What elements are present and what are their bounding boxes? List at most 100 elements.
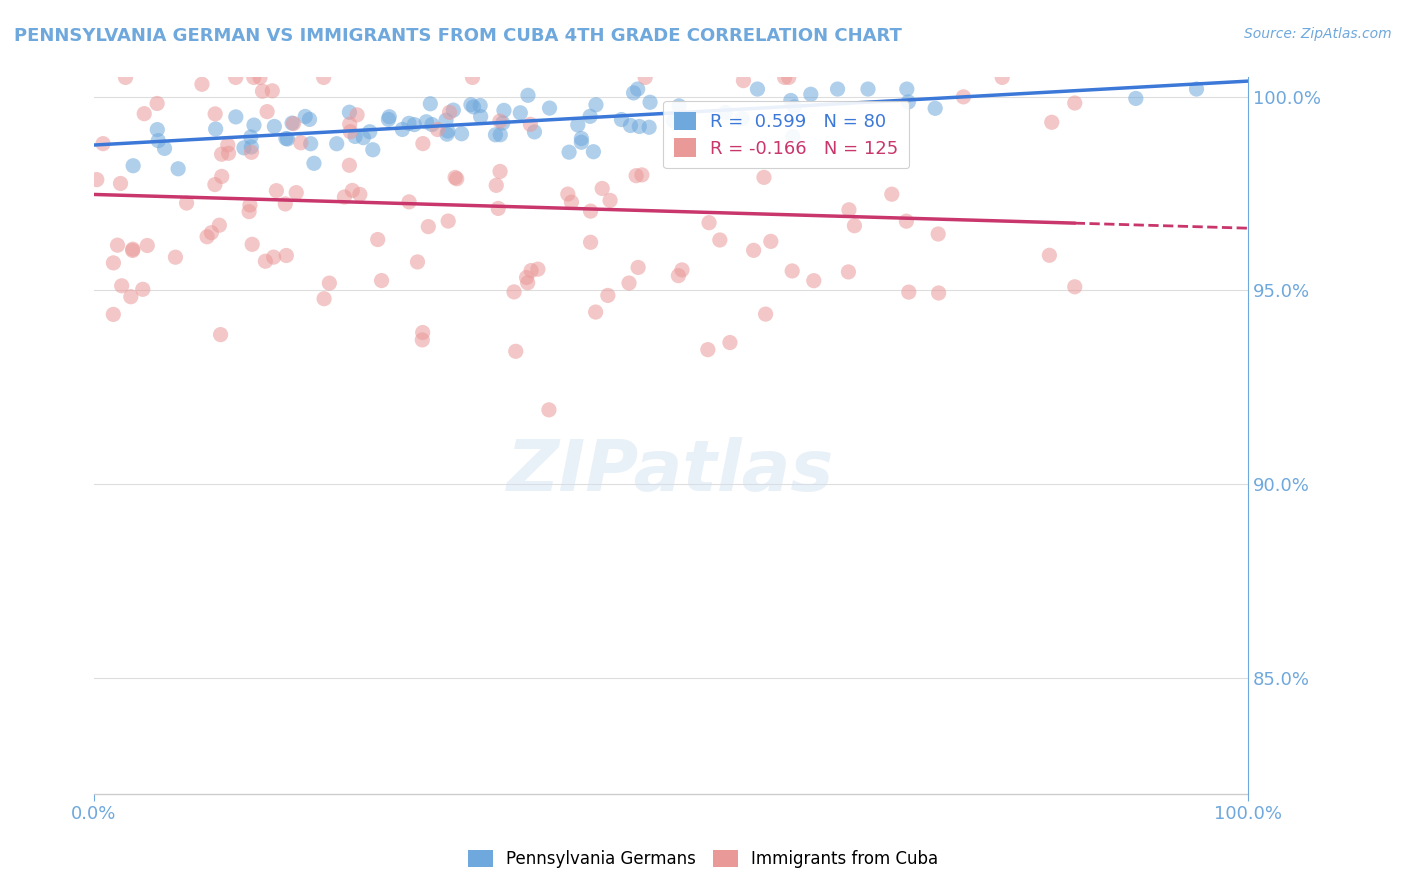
Immigrants from Cuba — [411, 333, 433, 347]
Immigrants from Cuba — [195, 229, 218, 244]
Immigrants from Cuba — [486, 202, 509, 216]
Immigrants from Cuba — [211, 147, 233, 161]
Pennsylvania Germans — [294, 110, 316, 124]
Pennsylvania Germans — [153, 141, 176, 155]
Immigrants from Cuba — [412, 326, 434, 340]
Pennsylvania Germans — [492, 116, 515, 130]
Pennsylvania Germans — [378, 110, 401, 124]
Pennsylvania Germans — [582, 145, 605, 159]
Pennsylvania Germans — [470, 110, 492, 124]
Immigrants from Cuba — [426, 122, 449, 136]
Pennsylvania Germans — [569, 135, 592, 149]
Pennsylvania Germans — [239, 130, 262, 145]
Immigrants from Cuba — [444, 170, 467, 185]
Pennsylvania Germans — [567, 118, 589, 132]
Pennsylvania Germans — [243, 118, 266, 132]
Immigrants from Cuba — [249, 70, 271, 85]
Immigrants from Cuba — [412, 136, 434, 151]
Pennsylvania Germans — [569, 131, 592, 145]
Immigrants from Cuba — [238, 204, 260, 219]
Immigrants from Cuba — [398, 194, 420, 209]
Immigrants from Cuba — [239, 198, 262, 212]
Immigrants from Cuba — [121, 242, 143, 256]
Immigrants from Cuba — [209, 327, 232, 342]
Immigrants from Cuba — [591, 181, 613, 195]
Immigrants from Cuba — [134, 106, 156, 120]
Immigrants from Cuba — [240, 237, 263, 252]
Immigrants from Cuba — [176, 196, 198, 211]
Immigrants from Cuba — [928, 285, 950, 300]
Immigrants from Cuba — [579, 235, 602, 250]
Immigrants from Cuba — [778, 70, 800, 85]
Immigrants from Cuba — [579, 204, 602, 219]
Immigrants from Cuba — [240, 145, 263, 160]
Immigrants from Cuba — [312, 70, 335, 85]
Immigrants from Cuba — [718, 335, 741, 350]
Immigrants from Cuba — [262, 84, 284, 98]
Pennsylvania Germans — [619, 119, 641, 133]
Immigrants from Cuba — [461, 70, 484, 85]
Pennsylvania Germans — [470, 98, 492, 112]
Pennsylvania Germans — [361, 143, 384, 157]
Immigrants from Cuba — [191, 77, 214, 91]
Pennsylvania Germans — [489, 128, 512, 142]
Immigrants from Cuba — [283, 117, 305, 131]
Legend: R =  0.599   N = 80, R = -0.166   N = 125: R = 0.599 N = 80, R = -0.166 N = 125 — [664, 101, 910, 169]
Pennsylvania Germans — [225, 110, 247, 124]
Immigrants from Cuba — [91, 136, 114, 151]
Pennsylvania Germans — [731, 112, 754, 126]
Immigrants from Cuba — [208, 218, 231, 232]
Immigrants from Cuba — [617, 276, 640, 290]
Immigrants from Cuba — [290, 136, 312, 150]
Immigrants from Cuba — [406, 255, 429, 269]
Immigrants from Cuba — [256, 104, 278, 119]
Immigrants from Cuba — [489, 114, 512, 128]
Immigrants from Cuba — [121, 244, 143, 258]
Pennsylvania Germans — [204, 122, 226, 136]
Immigrants from Cuba — [537, 402, 560, 417]
Pennsylvania Germans — [377, 112, 399, 127]
Immigrants from Cuba — [339, 125, 361, 139]
Text: Source: ZipAtlas.com: Source: ZipAtlas.com — [1244, 27, 1392, 41]
Pennsylvania Germans — [404, 118, 426, 132]
Immigrants from Cuba — [263, 250, 285, 264]
Pennsylvania Germans — [434, 113, 457, 128]
Pennsylvania Germans — [391, 122, 413, 136]
Pennsylvania Germans — [232, 141, 254, 155]
Pennsylvania Germans — [344, 129, 367, 144]
Immigrants from Cuba — [624, 169, 647, 183]
Pennsylvania Germans — [325, 136, 347, 151]
Immigrants from Cuba — [516, 270, 538, 285]
Pennsylvania Germans — [167, 161, 190, 176]
Immigrants from Cuba — [266, 184, 288, 198]
Pennsylvania Germans — [359, 125, 381, 139]
Immigrants from Cuba — [803, 274, 825, 288]
Immigrants from Cuba — [254, 254, 277, 268]
Immigrants from Cuba — [516, 276, 538, 290]
Pennsylvania Germans — [782, 129, 804, 144]
Pennsylvania Germans — [302, 156, 325, 170]
Immigrants from Cuba — [627, 260, 650, 275]
Immigrants from Cuba — [1063, 280, 1085, 294]
Immigrants from Cuba — [86, 172, 108, 186]
Immigrants from Cuba — [759, 235, 782, 249]
Immigrants from Cuba — [505, 344, 527, 359]
Pennsylvania Germans — [714, 105, 737, 120]
Immigrants from Cuba — [880, 187, 903, 202]
Immigrants from Cuba — [342, 184, 364, 198]
Pennsylvania Germans — [299, 136, 322, 151]
Immigrants from Cuba — [560, 195, 582, 210]
Pennsylvania Germans — [779, 94, 801, 108]
Immigrants from Cuba — [557, 187, 579, 202]
Pennsylvania Germans — [856, 82, 879, 96]
Immigrants from Cuba — [1038, 248, 1060, 262]
Immigrants from Cuba — [318, 276, 340, 290]
Immigrants from Cuba — [276, 248, 298, 262]
Pennsylvania Germans — [450, 127, 472, 141]
Pennsylvania Germans — [897, 95, 920, 109]
Pennsylvania Germans — [148, 134, 170, 148]
Immigrants from Cuba — [136, 238, 159, 252]
Immigrants from Cuba — [952, 90, 974, 104]
Pennsylvania Germans — [623, 86, 645, 100]
Immigrants from Cuba — [132, 282, 155, 296]
